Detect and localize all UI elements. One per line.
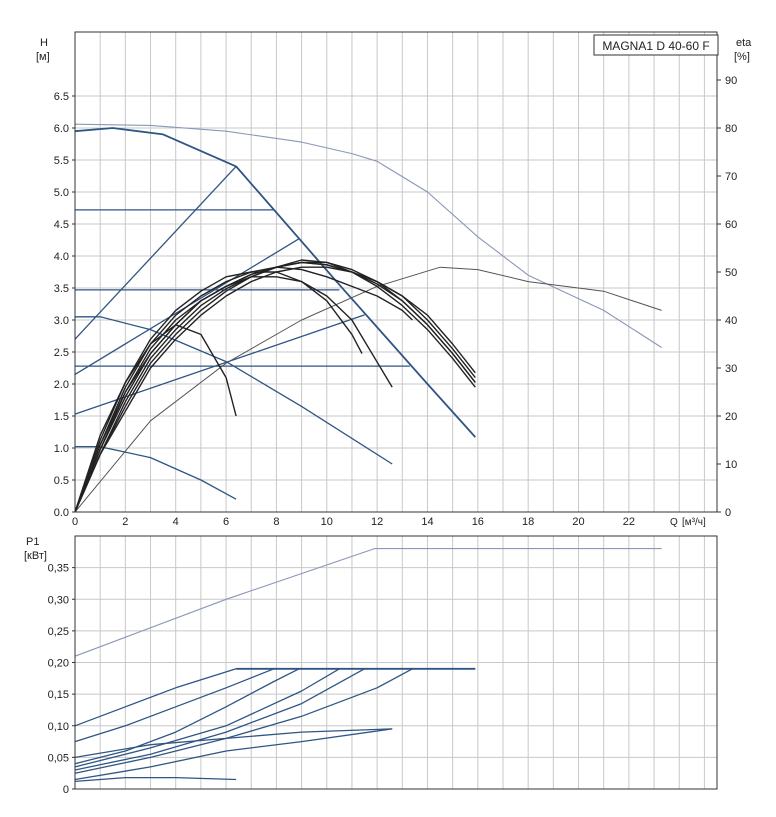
power-g	[74, 728, 393, 781]
y-tick-label-p1: 0,05	[48, 752, 69, 764]
power-d	[74, 668, 340, 768]
x-tick-label-q: 8	[273, 516, 279, 528]
y2-tick-label-eta: 20	[725, 411, 737, 423]
eta-5	[74, 261, 476, 513]
y2-tick-label-eta: 50	[725, 267, 737, 279]
power-e	[74, 668, 365, 771]
y-tick-label-h: 3.0	[54, 315, 69, 327]
axes-frame	[72, 31, 721, 790]
title-box	[593, 34, 719, 56]
y-tick-label-h: 1.5	[54, 411, 69, 423]
y-tick-label-p1: 0,30	[48, 594, 69, 606]
x-tick-label-q: 0	[72, 516, 78, 528]
x-tick-label-q: 4	[173, 516, 179, 528]
eta-8	[74, 266, 476, 513]
x-tick-label-q: 16	[472, 516, 484, 528]
power-single-max	[74, 548, 662, 657]
eta-7	[74, 261, 476, 513]
y2-axis-label-eta: eta	[736, 37, 752, 49]
y-tick-label-h: 1.0	[54, 443, 69, 455]
power-c	[74, 668, 300, 765]
y2-tick-label-eta: 60	[725, 219, 737, 231]
eta-max	[74, 266, 662, 513]
eta-3	[74, 271, 363, 513]
y-tick-label-h: 6.5	[54, 91, 69, 103]
y-tick-label-h: 5.5	[54, 155, 69, 167]
y-axis-unit-h: [м]	[36, 51, 50, 63]
power-h	[74, 728, 393, 759]
prop-pressure-1	[74, 165, 237, 340]
y-tick-label-h: 2.5	[54, 347, 69, 359]
y-tick-label-p1: 0,10	[48, 721, 69, 733]
grid-lines	[75, 32, 717, 789]
y-tick-label-h: 5.0	[54, 187, 69, 199]
y-tick-label-h: 0.5	[54, 475, 69, 487]
y2-axis-unit-eta: [%]	[734, 51, 750, 63]
y2-tick-label-eta: 30	[725, 363, 737, 375]
y-tick-label-h: 0.0	[54, 507, 69, 519]
series-layer	[74, 123, 662, 783]
y-tick-label-p1: 0,25	[48, 626, 69, 638]
top-plot-frame	[74, 31, 718, 513]
speed-curve-1	[75, 446, 237, 500]
chart-title: MAGNA1 D 40-60 F	[602, 39, 709, 53]
y-tick-label-h: 4.0	[54, 251, 69, 263]
y-axis-label-h: H	[40, 37, 48, 49]
y-axis-unit-p1: [кВт]	[24, 550, 47, 562]
x-tick-label-q: 20	[572, 516, 584, 528]
y2-tick-label-eta: 80	[725, 123, 737, 135]
y2-tick-label-eta: 90	[725, 75, 737, 87]
x-axis-label-q: Q	[670, 517, 678, 528]
y2-tick-label-eta: 0	[725, 507, 731, 519]
y-axis-label-p1: P1	[26, 536, 39, 548]
power-i	[74, 776, 237, 783]
eta-6	[74, 259, 476, 513]
power-b	[74, 668, 275, 743]
y-tick-label-h: 6.0	[54, 123, 69, 135]
y2-tick-label-eta: 70	[725, 171, 737, 183]
labels-layer: MAGNA1 D 40-60 F H [м] eta [%] Q [м³/ч] …	[24, 34, 752, 796]
x-tick-label-q: 12	[371, 516, 383, 528]
y-tick-label-h: 2.0	[54, 379, 69, 391]
x-tick-label-q: 2	[122, 516, 128, 528]
x-tick-label-q: 22	[623, 516, 635, 528]
y-tick-label-p1: 0,20	[48, 658, 69, 670]
y-tick-label-p1: 0	[63, 784, 69, 796]
y-tick-label-p1: 0,15	[48, 689, 69, 701]
x-tick-label-q: 10	[321, 516, 333, 528]
max-curve-single	[74, 123, 662, 348]
power-a	[74, 668, 237, 727]
power-f	[74, 668, 413, 774]
y-tick-label-h: 4.5	[54, 219, 69, 231]
y2-tick-label-eta: 10	[725, 459, 737, 471]
x-tick-label-q: 18	[522, 516, 534, 528]
eta-4	[74, 266, 413, 513]
x-axis-unit-q: [м³/ч]	[682, 517, 706, 528]
y-tick-label-p1: 0,35	[48, 563, 69, 575]
x-tick-label-q: 6	[223, 516, 229, 528]
y2-tick-label-eta: 40	[725, 315, 737, 327]
eta-9	[74, 261, 476, 513]
speed-curve-3	[75, 316, 393, 465]
y-tick-label-h: 3.5	[54, 283, 69, 295]
x-tick-label-q: 14	[421, 516, 433, 528]
